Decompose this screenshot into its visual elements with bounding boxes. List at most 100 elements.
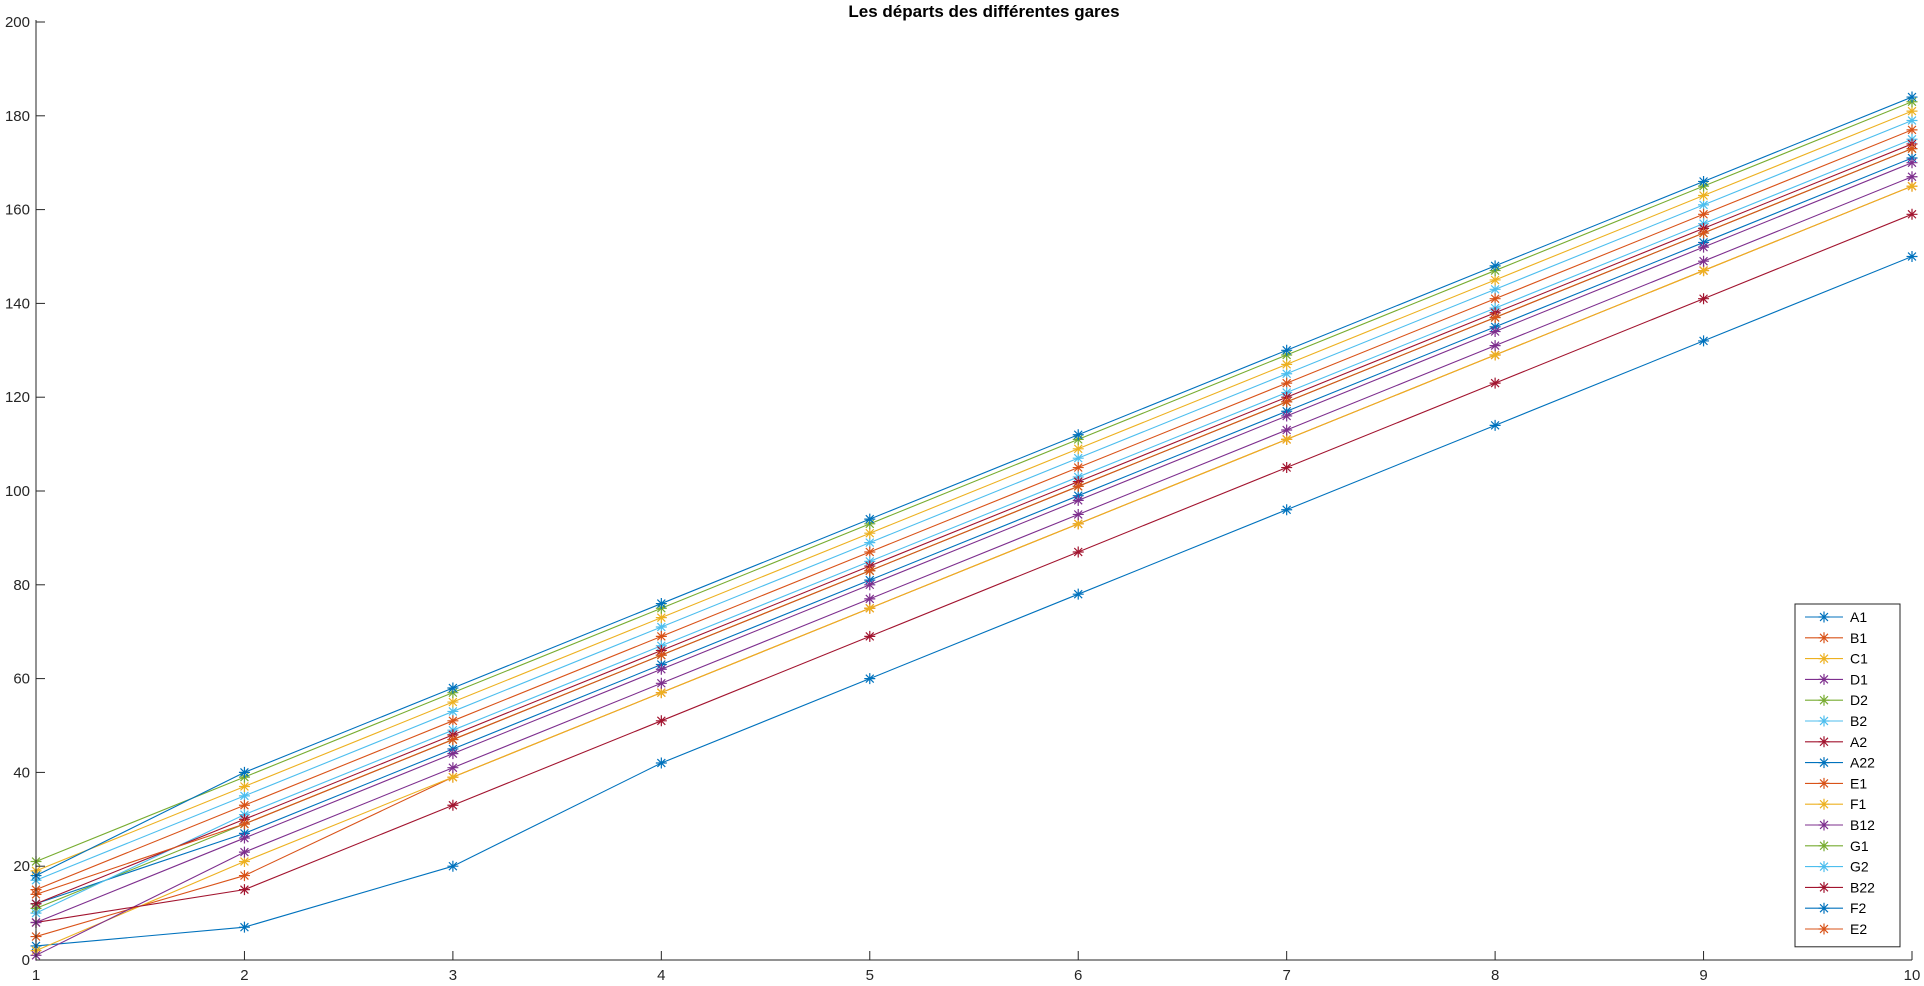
legend-label: A1 — [1850, 609, 1867, 625]
series-E2 — [30, 143, 1918, 900]
data-point-B2-10 — [1906, 114, 1918, 126]
data-point-C1-3 — [447, 771, 459, 783]
data-point-B2-2 — [238, 790, 250, 802]
data-point-C1-5 — [864, 602, 876, 614]
data-point-C1-9 — [1698, 265, 1710, 277]
legend-swatch-marker — [1818, 736, 1830, 748]
series-line-A2 — [35, 213, 1913, 924]
legend-label: F2 — [1850, 900, 1867, 916]
data-point-A1-7 — [1281, 504, 1293, 516]
legend-label: B12 — [1850, 817, 1875, 833]
data-point-E2-4 — [655, 649, 667, 661]
data-point-F1-2 — [238, 780, 250, 792]
series-line-G1 — [35, 101, 1913, 863]
data-point-C1-4 — [655, 687, 667, 699]
series-line-B1 — [35, 185, 1913, 938]
data-point-F2-8 — [1489, 260, 1501, 272]
series-line-E1 — [35, 129, 1913, 891]
series-G1 — [30, 96, 1918, 868]
data-point-A1-6 — [1072, 588, 1084, 600]
data-point-D1-7 — [1281, 424, 1293, 436]
data-point-B12-6 — [1072, 494, 1084, 506]
x-tick-label: 10 — [1904, 967, 1921, 984]
legend-label: B22 — [1850, 879, 1875, 895]
series-F1 — [30, 105, 1918, 877]
legend-swatch-marker — [1818, 777, 1830, 789]
legend-label: D2 — [1850, 692, 1868, 708]
series-line-F2 — [35, 96, 1913, 877]
legend-entry-A2: A2 — [1805, 734, 1867, 750]
data-point-D1-5 — [864, 593, 876, 605]
data-point-B2-9 — [1698, 199, 1710, 211]
data-point-D1-4 — [655, 677, 667, 689]
data-point-F2-9 — [1698, 175, 1710, 187]
legend-entry-E2: E2 — [1805, 921, 1867, 937]
data-point-C1-2 — [238, 856, 250, 868]
data-point-E2-5 — [864, 565, 876, 577]
series-B12 — [30, 157, 1918, 928]
series-line-A1 — [35, 255, 1913, 947]
series-line-B22 — [35, 143, 1913, 905]
series-B2 — [30, 114, 1918, 886]
data-point-F2-2 — [238, 766, 250, 778]
legend-entry-G1: G1 — [1805, 838, 1869, 854]
data-point-A2-8 — [1489, 377, 1501, 389]
y-tick-label: 60 — [13, 671, 30, 688]
data-point-F2-10 — [1906, 91, 1918, 103]
data-point-E1-8 — [1489, 293, 1501, 305]
data-point-B2-8 — [1489, 283, 1501, 295]
data-point-E2-8 — [1489, 311, 1501, 323]
data-point-A2-4 — [655, 715, 667, 727]
data-point-A2-5 — [864, 630, 876, 642]
legend-swatch-marker — [1818, 881, 1830, 893]
legend-label: E1 — [1850, 775, 1867, 791]
data-point-C1-8 — [1489, 349, 1501, 361]
legend-entry-F2: F2 — [1805, 900, 1867, 916]
legend-entry-B1: B1 — [1805, 630, 1867, 646]
legend-label: A2 — [1850, 734, 1867, 750]
legend-label: G1 — [1850, 838, 1869, 854]
series-E1 — [30, 124, 1918, 896]
data-point-F1-8 — [1489, 274, 1501, 286]
data-point-B2-3 — [447, 705, 459, 717]
data-point-A1-5 — [864, 673, 876, 685]
data-point-E2-7 — [1281, 396, 1293, 408]
y-tick-label: 100 — [5, 483, 30, 500]
series-line-C1 — [35, 185, 1913, 952]
x-tick-label: 3 — [449, 967, 457, 984]
legend-label: G2 — [1850, 859, 1869, 875]
legend-swatch-marker — [1818, 653, 1830, 665]
series-D1 — [30, 171, 1918, 961]
data-point-E1-4 — [655, 630, 667, 642]
x-tick-label: 4 — [657, 967, 665, 984]
data-point-E2-3 — [447, 734, 459, 746]
data-point-E1-10 — [1906, 124, 1918, 136]
data-point-E1-2 — [238, 799, 250, 811]
data-point-A2-6 — [1072, 546, 1084, 558]
data-point-F2-4 — [655, 598, 667, 610]
data-point-D1-2 — [238, 846, 250, 858]
data-point-A2-9 — [1698, 293, 1710, 305]
series-line-D1 — [35, 176, 1913, 956]
data-point-B12-2 — [238, 832, 250, 844]
data-point-A1-2 — [238, 921, 250, 933]
x-tick-label: 8 — [1491, 967, 1499, 984]
legend-entry-B22: B22 — [1805, 879, 1875, 895]
series-line-F1 — [35, 110, 1913, 872]
legend-entry-B12: B12 — [1805, 817, 1875, 833]
y-tick-label: 140 — [5, 295, 30, 312]
axes: 0 20 40 60 80 100 120 140 160 180 200 1 2 3 4 5 6 7 8 9 10 — [5, 14, 1920, 984]
legend-swatch-marker — [1818, 840, 1830, 852]
legend-label: C1 — [1850, 651, 1868, 667]
legend-entry-D1: D1 — [1805, 671, 1868, 687]
data-point-F1-7 — [1281, 358, 1293, 370]
y-tick-label: 80 — [13, 577, 30, 594]
data-point-E2-9 — [1698, 227, 1710, 239]
legend-label: B1 — [1850, 630, 1867, 646]
y-tick-label: 20 — [13, 858, 30, 875]
legend-entry-G2: G2 — [1805, 859, 1869, 875]
series-line-B2 — [35, 119, 1913, 881]
legend-label: F1 — [1850, 796, 1867, 812]
x-tick-label: 6 — [1074, 967, 1082, 984]
data-point-C1-6 — [1072, 518, 1084, 530]
